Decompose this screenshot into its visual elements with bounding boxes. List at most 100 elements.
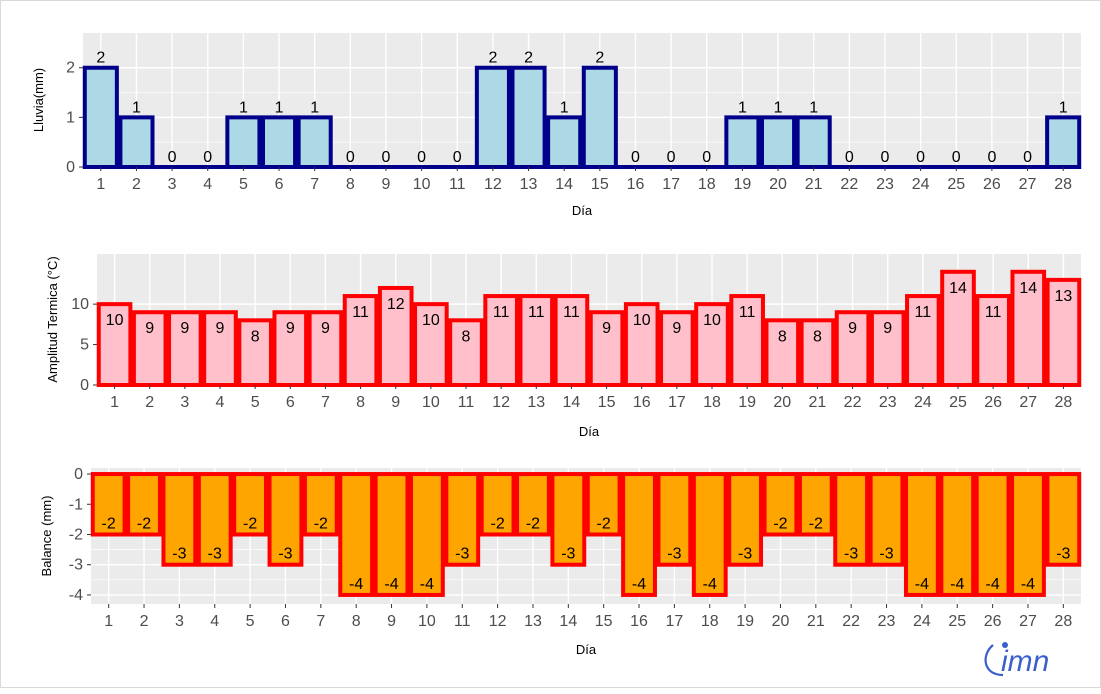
rain-data-label: 1 xyxy=(774,99,783,116)
temp-data-label: 10 xyxy=(422,312,440,329)
y-tick-label: 10 xyxy=(71,296,89,313)
x-axis-title: Día xyxy=(572,203,593,218)
temp-data-label: 9 xyxy=(602,320,611,337)
x-tick-label: 24 xyxy=(912,176,930,193)
x-tick-label: 10 xyxy=(418,613,436,630)
x-tick-label: 16 xyxy=(630,613,648,630)
x-tick-label: 7 xyxy=(310,176,319,193)
temp-data-label: 12 xyxy=(387,296,405,313)
x-tick-label: 23 xyxy=(879,394,897,411)
x-tick-label: 5 xyxy=(251,394,260,411)
rain-data-label: 1 xyxy=(738,99,747,116)
temp-data-label: 9 xyxy=(286,320,295,337)
x-tick-label: 2 xyxy=(145,394,154,411)
balance-data-label: -4 xyxy=(384,576,398,593)
temp-data-label: 11 xyxy=(352,304,369,321)
rain-bar xyxy=(584,68,616,167)
x-tick-label: 17 xyxy=(668,394,686,411)
balance-data-label: -2 xyxy=(597,515,611,532)
x-tick-label: 15 xyxy=(598,394,616,411)
temp-data-label: 11 xyxy=(985,304,1002,321)
temp-data-label: 10 xyxy=(106,312,124,329)
balance-data-label: -4 xyxy=(1021,576,1035,593)
y-tick-label: 0 xyxy=(66,159,75,176)
rain-bar xyxy=(263,117,295,167)
x-tick-label: 5 xyxy=(246,613,255,630)
rain-data-label: 0 xyxy=(382,149,391,166)
x-tick-label: 14 xyxy=(555,176,573,193)
y-tick-label: 1 xyxy=(66,109,75,126)
x-tick-label: 2 xyxy=(140,613,149,630)
rain-bar xyxy=(227,117,259,167)
temp-data-label: 11 xyxy=(915,304,932,321)
rain-data-label: 1 xyxy=(132,99,141,116)
balance-data-label: -2 xyxy=(137,515,151,532)
x-tick-label: 13 xyxy=(527,394,545,411)
x-tick-label: 1 xyxy=(104,613,113,630)
temp-data-label: 11 xyxy=(739,304,756,321)
x-tick-label: 17 xyxy=(665,613,683,630)
y-tick-label: 5 xyxy=(80,337,89,354)
x-tick-label: 15 xyxy=(595,613,613,630)
rain-bar xyxy=(1047,117,1079,167)
x-tick-label: 13 xyxy=(520,176,538,193)
rain-bar xyxy=(85,68,117,167)
x-tick-label: 27 xyxy=(1019,176,1037,193)
x-tick-label: 6 xyxy=(286,394,295,411)
temp-data-label: 9 xyxy=(216,320,225,337)
temp-data-label: 10 xyxy=(633,312,651,329)
y-tick-label: 0 xyxy=(74,466,83,483)
x-tick-label: 14 xyxy=(559,613,577,630)
balance-data-label: -4 xyxy=(632,576,646,593)
rain-data-label: 0 xyxy=(952,149,961,166)
rain-bar xyxy=(512,68,544,167)
x-tick-label: 28 xyxy=(1054,613,1072,630)
rain-data-label: 1 xyxy=(239,99,248,116)
x-tick-label: 14 xyxy=(563,394,581,411)
x-tick-label: 9 xyxy=(387,613,396,630)
x-axis-title: Día xyxy=(576,642,597,657)
balance-data-label: -4 xyxy=(420,576,434,593)
x-tick-label: 16 xyxy=(627,176,645,193)
rain-data-label: 0 xyxy=(631,149,640,166)
x-tick-label: 9 xyxy=(391,394,400,411)
x-tick-label: 4 xyxy=(216,394,225,411)
x-tick-label: 20 xyxy=(769,176,787,193)
imn-logo: imn xyxy=(979,635,1089,681)
rain-data-label: 0 xyxy=(168,149,177,166)
x-tick-label: 4 xyxy=(210,613,219,630)
x-tick-label: 25 xyxy=(947,176,965,193)
y-axis-title: Balance (mm) xyxy=(39,496,54,577)
x-tick-label: 12 xyxy=(484,176,502,193)
x-axis-title: Día xyxy=(579,424,600,439)
rain-data-label: 0 xyxy=(1023,149,1032,166)
x-tick-label: 6 xyxy=(275,176,284,193)
temp-data-label: 11 xyxy=(493,304,510,321)
x-tick-label: 22 xyxy=(842,613,860,630)
rain-data-label: 0 xyxy=(453,149,462,166)
x-tick-label: 13 xyxy=(524,613,542,630)
y-axis-title: Amplitud Termica (°C) xyxy=(45,256,60,382)
x-tick-label: 23 xyxy=(876,176,894,193)
y-tick-label: -2 xyxy=(69,526,83,543)
rain-bar xyxy=(726,117,758,167)
x-tick-label: 18 xyxy=(703,394,721,411)
balance-data-label: -2 xyxy=(243,515,257,532)
balance-data-label: -3 xyxy=(172,546,186,563)
x-tick-label: 19 xyxy=(733,176,751,193)
x-tick-label: 2 xyxy=(132,176,141,193)
temp-data-label: 14 xyxy=(1019,280,1037,297)
y-tick-label: -1 xyxy=(69,496,83,513)
temp-data-label: 11 xyxy=(563,304,580,321)
x-tick-label: 22 xyxy=(844,394,862,411)
rain-data-label: 2 xyxy=(595,50,604,67)
balance-data-label: -3 xyxy=(667,546,681,563)
balance-data-label: -4 xyxy=(349,576,363,593)
balance-data-label: -2 xyxy=(773,515,787,532)
temp-data-label: 8 xyxy=(778,328,787,345)
rain-bar xyxy=(299,117,331,167)
rain-data-label: 0 xyxy=(667,149,676,166)
